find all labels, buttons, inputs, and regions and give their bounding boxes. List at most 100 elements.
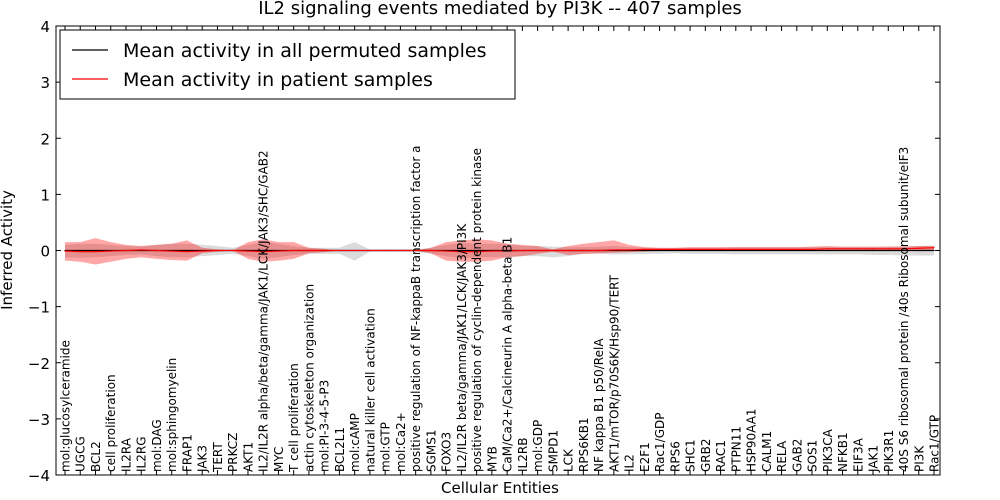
x-tick-label: natural killer cell activation: [363, 308, 377, 472]
data-point: [216, 249, 219, 252]
data-point: [506, 250, 508, 252]
x-tick-label: RELA: [775, 440, 789, 472]
data-point: [902, 249, 905, 252]
data-point: [719, 249, 722, 252]
data-point: [369, 249, 371, 252]
x-tick-label: mol:DAG: [150, 419, 164, 472]
data-point: [354, 249, 356, 252]
y-tick-label: 1: [40, 186, 50, 204]
data-point: [552, 249, 554, 252]
data-point: [780, 248, 783, 250]
data-point: [186, 249, 188, 252]
data-point: [796, 248, 798, 250]
data-point: [201, 250, 203, 252]
legend-box: [59, 29, 516, 100]
x-tick-label: FOXO3: [440, 432, 454, 472]
data-point: [384, 249, 386, 252]
data-point: [186, 251, 188, 253]
data-point: [826, 249, 828, 252]
data-point: [597, 249, 600, 252]
x-tick-label: mol:GTP: [379, 422, 393, 472]
data-point: [841, 248, 844, 250]
data-point: [613, 249, 615, 251]
data-point: [232, 249, 234, 252]
x-tick-label: mol:sphingomyelin: [165, 358, 179, 472]
data-point: [658, 248, 661, 250]
x-tick-label: CaM/Ca2+/Calcineurin A alpha-beta B1: [501, 237, 515, 472]
data-point: [918, 247, 920, 249]
data-point: [110, 250, 112, 252]
data-point: [735, 249, 737, 252]
data-point: [308, 249, 310, 252]
data-point: [933, 247, 935, 249]
y-tick-label: −4: [28, 467, 50, 485]
x-tick-label: IL2: [623, 454, 637, 472]
x-tick-label: PRKCZ: [226, 433, 240, 472]
data-point: [643, 248, 645, 250]
data-point: [171, 250, 173, 252]
data-point: [491, 250, 493, 252]
data-point: [94, 249, 97, 252]
x-tick-label: IL2/IL2R beta/gamma/JAK1/LCK/JAK3/PI3K: [455, 223, 469, 472]
data-point: [430, 249, 432, 252]
data-point: [247, 250, 249, 252]
x-tick-label: EIF3A: [851, 437, 865, 472]
data-point: [658, 249, 661, 252]
data-point: [674, 249, 676, 252]
data-point: [64, 250, 66, 252]
x-tick-label: mol:cAMP: [348, 413, 362, 472]
x-tick-label: actin cytoskeleton organization: [302, 284, 316, 472]
data-point: [826, 248, 828, 250]
x-tick-label: IL2RG: [135, 437, 149, 473]
data-point: [140, 249, 142, 251]
x-tick-label: JAK3: [196, 445, 210, 473]
data-point: [689, 248, 691, 250]
x-tick-label: NF kappa B1 p50/RelA: [592, 338, 606, 472]
data-point: [719, 248, 722, 250]
chart-title: IL2 signaling events mediated by PI3K --…: [258, 0, 742, 19]
legend: Mean activity in all permuted samples Me…: [59, 29, 516, 100]
data-point: [841, 249, 844, 252]
x-tick-label: MYC: [272, 447, 286, 472]
x-tick-label: NFKB1: [836, 432, 850, 472]
x-tick-label: IL2/IL2R alpha/beta/gamma/JAK1/LCK/JAK3/…: [257, 150, 271, 472]
data-point: [567, 249, 569, 252]
data-point: [537, 249, 539, 252]
data-point: [857, 248, 859, 250]
x-tick-label: CALM1: [760, 431, 774, 472]
y-tick-label: 4: [40, 18, 50, 36]
data-point: [79, 249, 81, 252]
data-point: [155, 249, 158, 252]
y-tick-label: 2: [40, 130, 50, 148]
x-tick-label: SHC1: [684, 439, 698, 472]
data-point: [704, 248, 706, 250]
x-tick-label: IL2RA: [119, 437, 133, 472]
x-tick-label: MYB: [485, 446, 499, 472]
data-point: [125, 249, 127, 252]
data-point: [902, 248, 905, 250]
y-tick-label: 0: [40, 243, 50, 261]
data-point: [887, 248, 889, 250]
x-tick-label: HSP90AA1: [745, 408, 759, 472]
x-tick-label: PI3K: [912, 445, 926, 472]
data-point: [918, 249, 920, 252]
x-tick-label: JAK1: [867, 445, 881, 473]
data-point: [277, 250, 280, 252]
x-tick-label: BCL2L1: [333, 427, 347, 472]
data-point: [689, 249, 691, 252]
x-tick-label: IL2RB: [516, 438, 530, 472]
data-point: [399, 249, 402, 252]
x-tick-label: PTPN11: [729, 426, 743, 472]
data-point: [750, 248, 752, 250]
x-tick-label: SGMS1: [424, 429, 438, 472]
x-tick-label: SOS1: [806, 440, 820, 472]
x-tick-label: TERT: [211, 442, 225, 473]
data-point: [765, 249, 767, 252]
y-tick-label: −2: [28, 355, 50, 373]
data-point: [323, 249, 325, 252]
x-tick-label: E2F1: [638, 442, 652, 472]
x-tick-label: mol:Ca2+: [394, 412, 408, 472]
data-point: [872, 249, 874, 252]
x-axis-label: Cellular Entities: [441, 479, 559, 497]
